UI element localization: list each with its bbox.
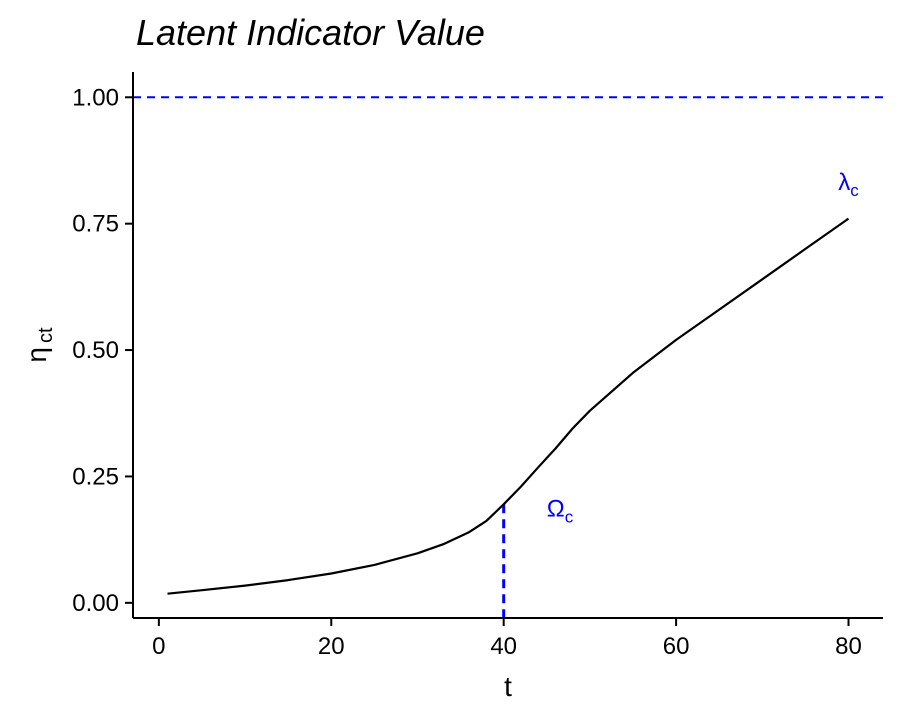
y-axis-label-main: η [21, 347, 52, 363]
chart-title: Latent Indicator Value [136, 12, 485, 53]
y-tick-label: 0.50 [72, 337, 119, 364]
reference-lines [133, 96, 883, 618]
annotation-omega: Ωc [547, 495, 574, 526]
series-line-0 [167, 217, 850, 595]
annotation-lambda-sub: c [850, 181, 859, 200]
annotation-lambda: λc [838, 169, 859, 200]
x-tick-label: 80 [835, 633, 862, 660]
series-group [167, 217, 850, 595]
x-tick-label: 20 [318, 633, 345, 660]
y-tick-label: 0.00 [72, 590, 119, 617]
axes: 0 20 40 60 80 0.00 0.25 0.50 0.75 1.00 t η ct [21, 72, 883, 702]
y-axis-label-sub: ct [35, 327, 57, 343]
y-tick-label: 1.00 [72, 84, 119, 111]
x-tick-label: 60 [663, 633, 690, 660]
annotation-omega-main: Ω [547, 495, 565, 522]
annotation-omega-sub: c [565, 507, 574, 526]
y-tick-label: 0.25 [72, 463, 119, 490]
x-axis-label: t [504, 671, 512, 702]
y-axis-label: η ct [21, 327, 57, 363]
x-tick-label: 40 [490, 633, 517, 660]
annotation-lambda-main: λ [838, 169, 850, 196]
x-tick-label: 0 [152, 633, 165, 660]
y-tick-label: 0.75 [72, 211, 119, 238]
